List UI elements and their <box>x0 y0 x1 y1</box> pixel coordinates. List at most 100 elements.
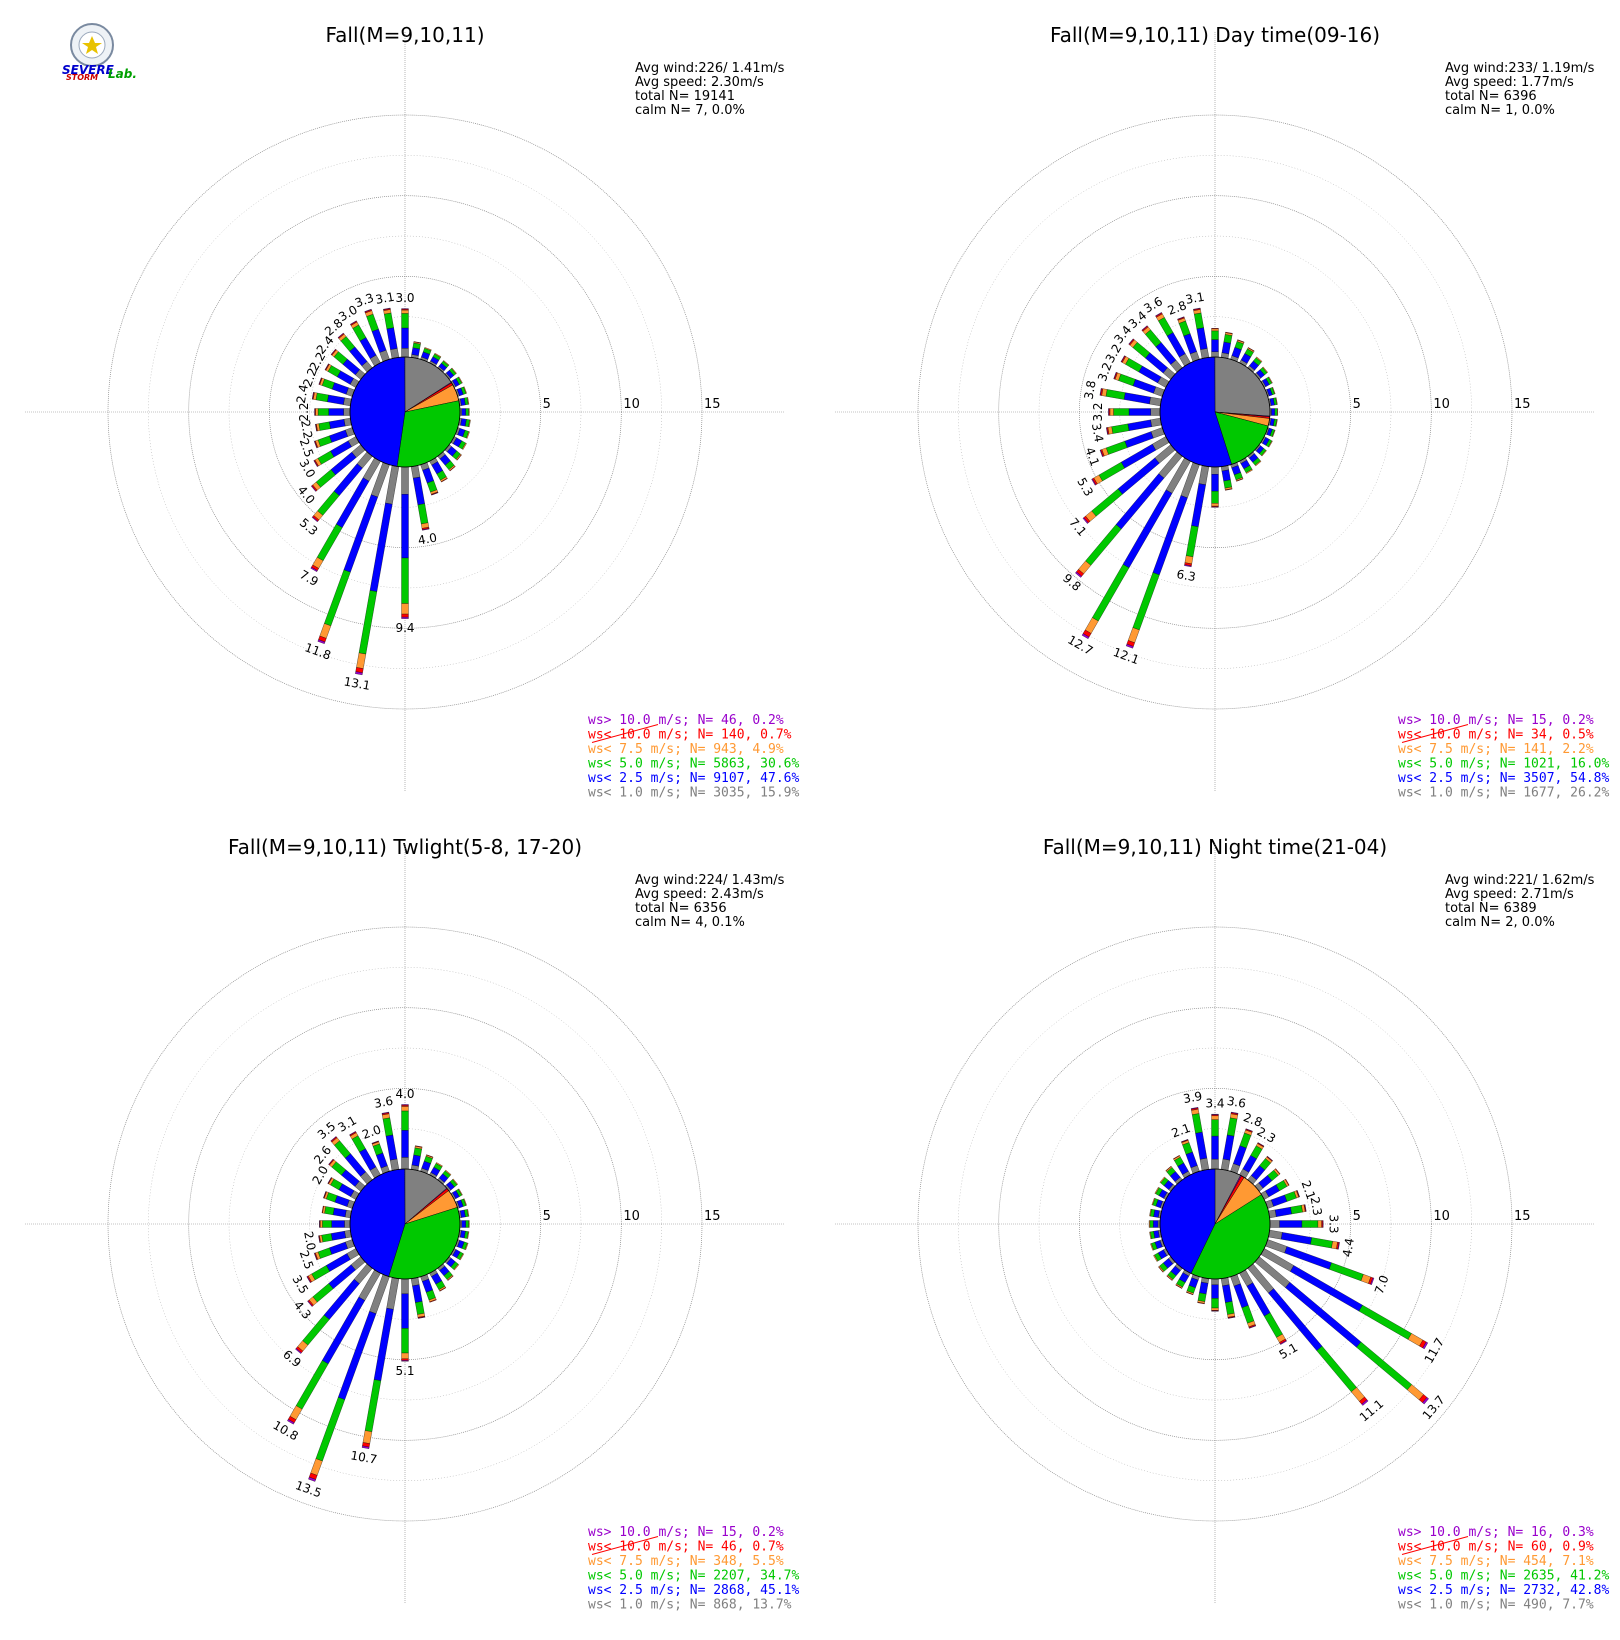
petal-label: 2.8 <box>1241 1110 1264 1130</box>
petal-bar <box>1199 1157 1210 1171</box>
legend-entry: ws< 7.5 m/s; N= 943, 4.9% <box>588 742 784 757</box>
petal-bar <box>468 408 470 416</box>
petal-label: 5.1 <box>395 1364 414 1378</box>
petal-bar <box>1225 488 1233 491</box>
stat-line: calm N= 4, 0.1% <box>635 915 745 930</box>
stat-line: total N= 19141 <box>635 89 735 104</box>
petal-bar <box>1268 376 1273 384</box>
petal-label: 4.0 <box>395 1087 414 1101</box>
petal-bar <box>1211 328 1219 332</box>
petal-bar <box>1108 408 1110 416</box>
petal-label: 13.1 <box>343 674 372 692</box>
petal-bar <box>1290 1205 1303 1215</box>
petal-label: 3.0 <box>395 291 414 305</box>
severe-storm-lab-logo: SEVERE STORM Lab. <box>62 23 137 82</box>
star-icon <box>82 36 102 54</box>
petal-bar <box>1092 564 1130 622</box>
petal-bar <box>355 671 363 676</box>
petal-bar <box>1198 465 1210 485</box>
petal-label: 2.2 <box>297 402 311 421</box>
petal-bar <box>1221 469 1231 482</box>
ring-label-5: 5 <box>543 1209 551 1224</box>
petal-bar <box>1262 366 1268 374</box>
petal-bar <box>1184 555 1194 565</box>
petal-bar <box>315 1397 345 1462</box>
logo-line2: STORM <box>66 73 98 82</box>
petal-bar <box>1272 387 1276 395</box>
petal-label: 2.5 <box>297 436 317 459</box>
petal-bar <box>1159 1176 1166 1184</box>
petal-bar <box>1149 1231 1152 1240</box>
petal-bar <box>1211 1284 1219 1299</box>
ring-label-15: 15 <box>704 1209 721 1224</box>
petal-bar <box>331 382 349 395</box>
ring-label-5: 5 <box>543 397 551 412</box>
petal-bar <box>1127 419 1152 431</box>
petal-bar <box>1111 423 1130 434</box>
petal-bar <box>310 485 317 492</box>
petal-bar <box>1165 1165 1172 1172</box>
petal-bar <box>1150 1243 1154 1251</box>
petal-bar <box>1191 483 1206 527</box>
ring-minor <box>309 316 501 508</box>
petal-bar <box>401 1358 409 1361</box>
stat-line: total N= 6396 <box>1445 89 1537 104</box>
petal-bar <box>1211 474 1219 492</box>
petal-bar <box>401 1104 409 1107</box>
stat-line: calm N= 7, 0.0% <box>635 103 745 118</box>
legend-entry: ws< 10.0 m/s; N= 34, 0.5% <box>1398 728 1594 743</box>
petal-bar <box>1149 1220 1154 1228</box>
legend-entry: ws< 5.0 m/s; N= 5863, 30.6% <box>588 757 799 772</box>
ring-15 <box>107 926 703 1522</box>
petal-bar <box>384 312 394 330</box>
petal-bar <box>1317 1220 1322 1228</box>
petal-bar <box>1275 1168 1281 1175</box>
petal-label: 3.1 <box>374 290 395 307</box>
petal-bar <box>1245 1128 1253 1132</box>
legend-entry: ws< 1.0 m/s; N= 1677, 26.2% <box>1398 786 1609 801</box>
petal-bar <box>401 603 409 615</box>
petal-bar <box>322 1220 332 1228</box>
petal-bar <box>413 1147 422 1157</box>
legend-entry: ws< 2.5 m/s; N= 2732, 42.8% <box>1398 1583 1609 1598</box>
petal-bar <box>1099 388 1102 396</box>
petal-bar <box>1177 316 1185 320</box>
petal-bar <box>465 408 469 416</box>
petal-bar <box>447 1275 454 1281</box>
petal-bar <box>1222 1284 1233 1303</box>
petal-bar <box>1211 1114 1219 1116</box>
petal-bar <box>464 1242 469 1251</box>
petal-bar <box>439 1287 447 1292</box>
petal-bar <box>1211 1119 1219 1137</box>
petal-bar <box>426 1154 434 1158</box>
petal-label: 3.4 <box>1205 1097 1224 1111</box>
petal-bar <box>319 623 332 639</box>
windrose-panels: Fall(M=9,10,11)5 10 153.03.13.33.02.82.42.… <box>25 23 1609 1613</box>
petal-bar <box>312 1283 334 1303</box>
petal-bar <box>1361 1399 1369 1406</box>
petal-bar <box>1261 450 1267 457</box>
petal-bar <box>1113 372 1117 380</box>
ring-label-5: 5 <box>1353 397 1361 412</box>
petal-bar <box>401 613 409 618</box>
petal-bar <box>1120 355 1126 363</box>
petal-bar <box>1237 339 1245 343</box>
petal-bar <box>1196 327 1208 350</box>
petal-label: 2.5 <box>297 1248 317 1271</box>
petal-bar <box>1227 1316 1236 1319</box>
petal-bar <box>331 1220 345 1228</box>
petal-bar <box>1245 468 1253 474</box>
petal-bar <box>1279 1340 1287 1345</box>
petal-bar <box>1099 449 1104 457</box>
petal-bar <box>341 1169 360 1187</box>
petal-bar <box>385 1134 398 1161</box>
petal-bar <box>444 1169 452 1176</box>
ring-10 <box>998 1007 1432 1441</box>
ring-label-15: 15 <box>1514 397 1531 412</box>
petal-bar <box>1091 488 1123 517</box>
petal-bar <box>1109 408 1114 416</box>
ring-label-10: 10 <box>1433 1209 1450 1224</box>
petal-bar <box>1422 1397 1429 1405</box>
petal-bar <box>401 1110 409 1131</box>
petal-bar <box>401 1106 409 1112</box>
